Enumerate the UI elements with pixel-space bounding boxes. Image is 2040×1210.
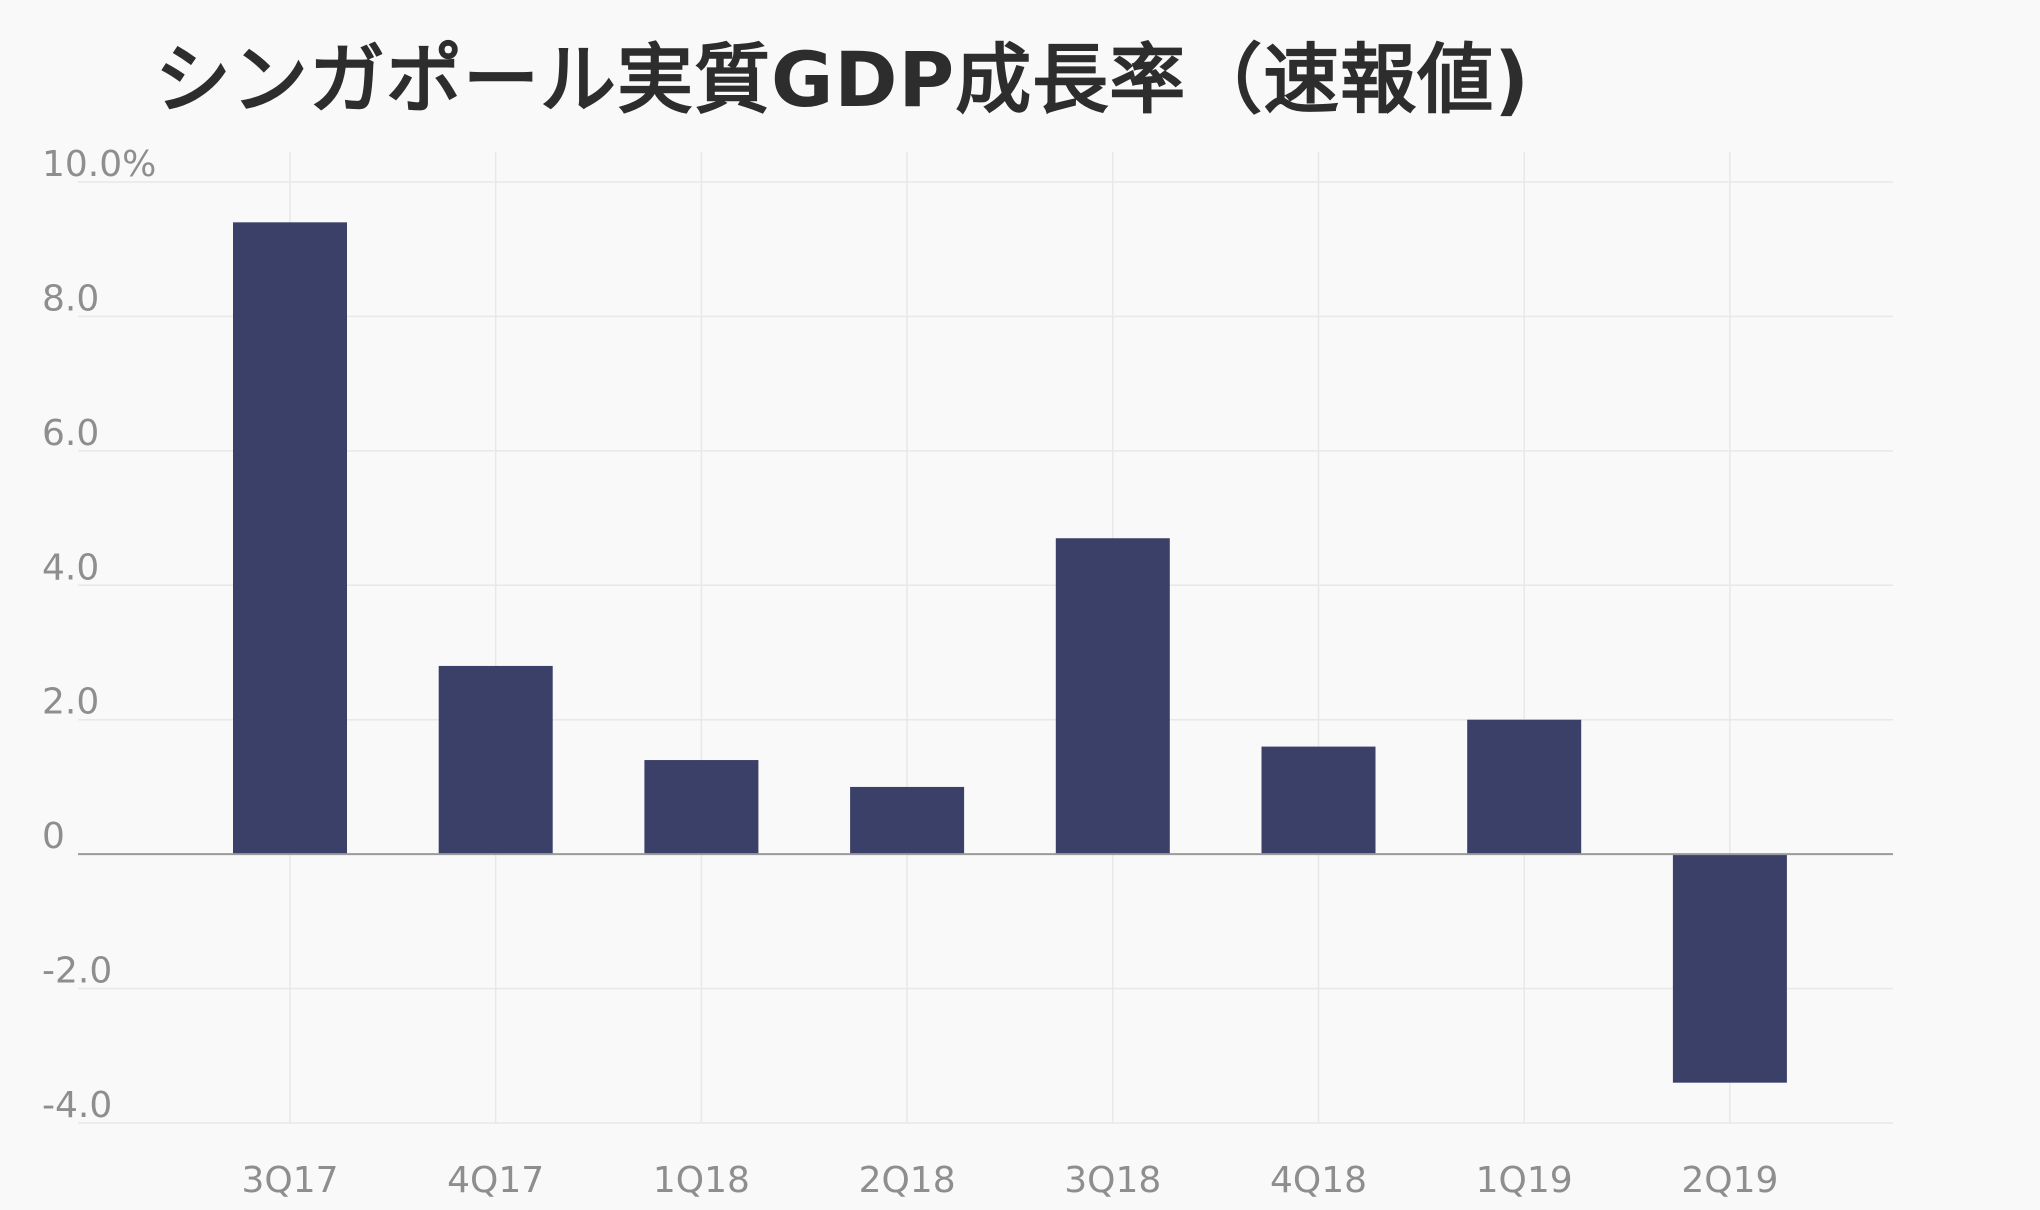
- bar-4q17: [438, 665, 553, 855]
- x-tick-label: 2Q18: [859, 1160, 956, 1201]
- y-tick-label: 8.0: [42, 278, 99, 319]
- bar-1q19: [1467, 719, 1582, 855]
- x-tick-label: 1Q18: [653, 1160, 750, 1201]
- x-tick-label: 2Q19: [1681, 1160, 1778, 1201]
- bar-1q18: [644, 760, 759, 855]
- y-tick-label: -2.0: [42, 951, 112, 992]
- grid: [78, 152, 1893, 1124]
- y-tick-label: 2.0: [42, 682, 99, 723]
- y-tick-label: -4.0: [42, 1085, 112, 1126]
- bar-3q18: [1055, 538, 1170, 855]
- bars: [233, 222, 1787, 1083]
- chart-title: シンガポール実質GDP成長率（速報値): [155, 35, 1530, 124]
- y-tick-label: 4.0: [42, 547, 99, 588]
- x-tick-label: 4Q17: [447, 1160, 544, 1201]
- x-tick-label: 3Q17: [241, 1160, 338, 1201]
- bar-2q18: [850, 786, 965, 855]
- bar-2q19: [1672, 854, 1787, 1083]
- y-tick-label: 0: [42, 816, 65, 857]
- x-tick-label: 1Q19: [1476, 1160, 1573, 1201]
- bar-3q17: [233, 222, 347, 855]
- y-tick-label: 10.0%: [42, 144, 156, 185]
- tick-labels: 10.0% 8.0 6.0 4.0 2.0 0 -2.0 -4.0 3Q17 4Q17 1Q18 2Q…: [42, 144, 1778, 1201]
- x-tick-label: 3Q18: [1064, 1160, 1161, 1201]
- x-tick-label: 4Q18: [1270, 1160, 1367, 1201]
- bar-4q18: [1261, 746, 1376, 855]
- y-tick-label: 6.0: [42, 413, 99, 454]
